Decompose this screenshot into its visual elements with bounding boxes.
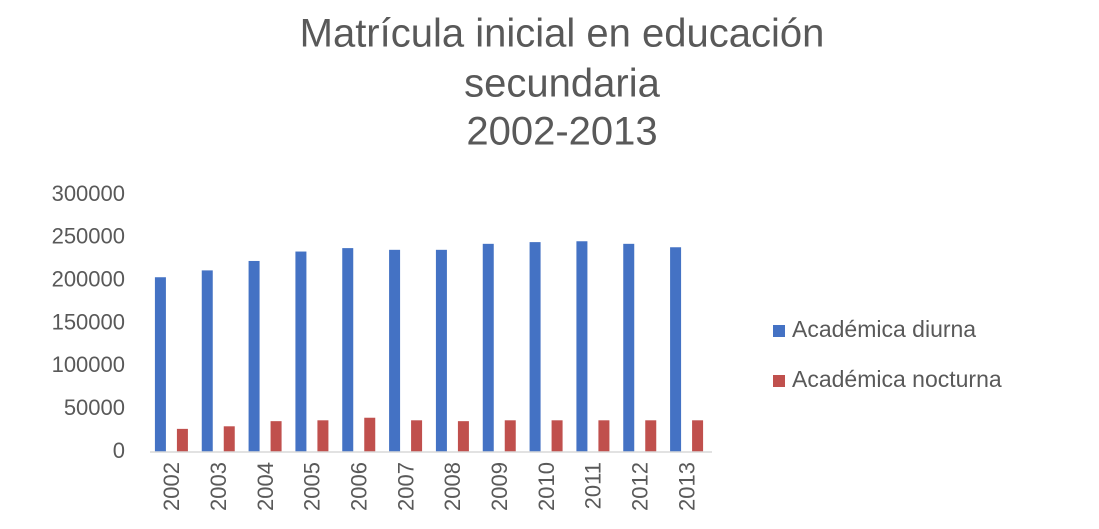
bar [317, 420, 329, 452]
bar [576, 241, 588, 452]
x-tick-label: 2005 [300, 462, 325, 511]
x-tick-label: 2008 [440, 462, 465, 511]
legend-swatch [773, 375, 785, 387]
bar [692, 420, 704, 452]
x-tick-label: 2012 [628, 462, 653, 511]
bar [457, 421, 469, 452]
x-tick-label: 2009 [487, 462, 512, 511]
y-tick-label: 50000 [64, 395, 125, 420]
y-tick-label: 100000 [52, 352, 125, 377]
bar [248, 260, 260, 452]
bar [529, 242, 541, 452]
y-tick-label: 200000 [52, 266, 125, 291]
x-tick-label: 2003 [206, 462, 231, 511]
y-tick-label: 150000 [52, 309, 125, 334]
chart-title: secundaria [464, 62, 660, 106]
y-tick-label: 0 [113, 438, 125, 463]
bar [645, 420, 657, 452]
bar [295, 251, 307, 452]
chart-title: 2002-2013 [466, 110, 657, 154]
legend-label: Académica diurna [792, 316, 976, 342]
x-tick-label: 2004 [253, 462, 278, 511]
x-tick-label: 2007 [393, 462, 418, 511]
bar [623, 243, 635, 452]
bar [551, 420, 563, 452]
bar [201, 270, 213, 452]
chart-title: Matrícula inicial en educación [300, 12, 825, 56]
bar [482, 243, 494, 452]
legend-label: Académica nocturna [792, 366, 1002, 392]
x-tick-label: 2013 [674, 462, 699, 511]
y-tick-label: 250000 [52, 224, 125, 249]
bar [223, 426, 235, 452]
bar [176, 428, 188, 452]
x-tick-label: 2011 [581, 462, 606, 509]
bar [342, 248, 354, 452]
bar [504, 420, 516, 452]
x-tick-label: 2006 [347, 462, 372, 511]
bar [670, 247, 682, 452]
bar [598, 420, 610, 452]
bar [154, 277, 166, 452]
x-tick-label: 2002 [159, 462, 184, 511]
bar [389, 249, 401, 452]
bar [411, 420, 423, 452]
x-tick-label: 2010 [534, 462, 559, 511]
y-tick-label: 300000 [52, 181, 125, 206]
bar [364, 417, 376, 452]
bar [435, 249, 447, 452]
legend-swatch [773, 325, 785, 337]
bar [270, 421, 282, 452]
